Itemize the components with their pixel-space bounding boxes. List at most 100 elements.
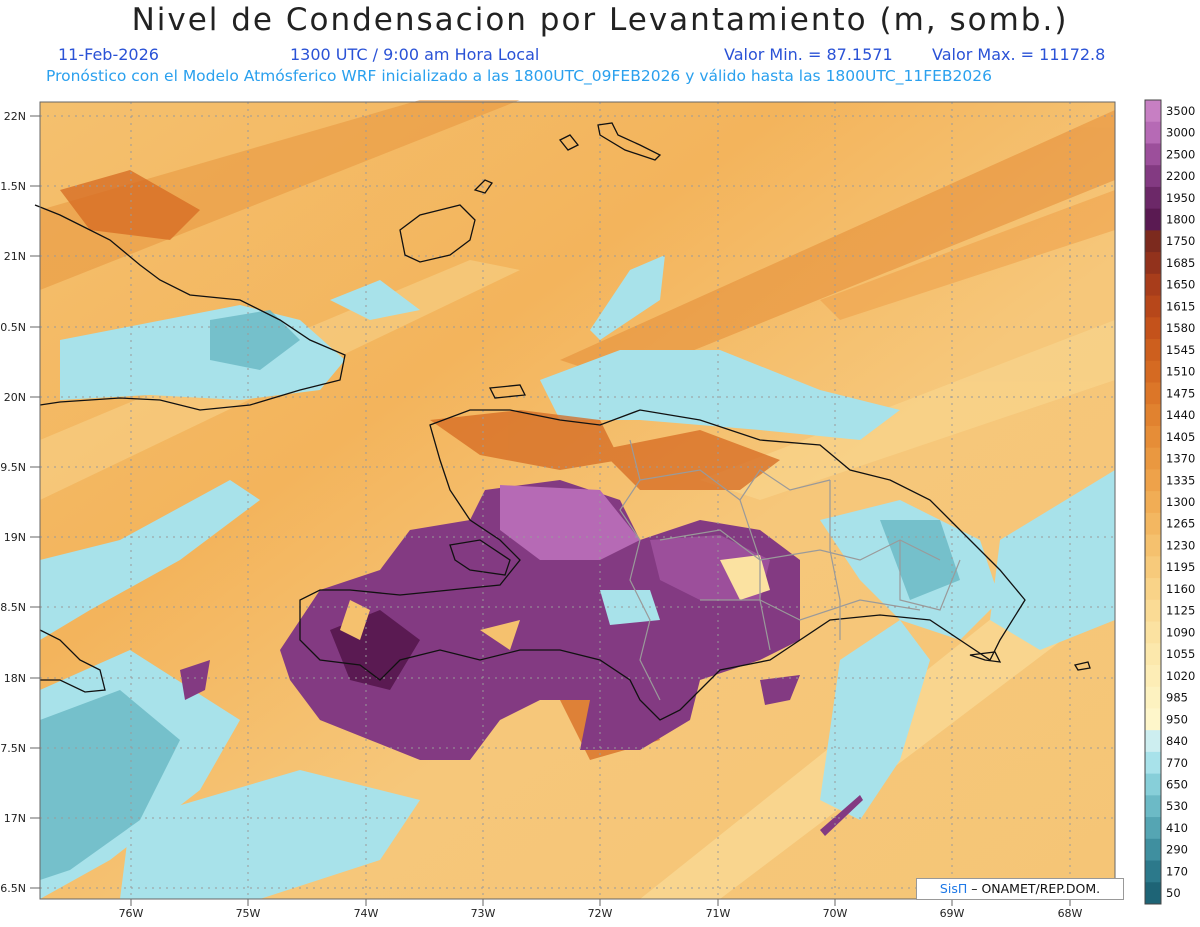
colorbar-swatch bbox=[1145, 795, 1161, 818]
lat-label: 22N bbox=[4, 110, 26, 123]
colorbar-swatch bbox=[1145, 121, 1161, 144]
colorbar-swatch bbox=[1145, 252, 1161, 275]
colorbar-swatch bbox=[1145, 360, 1161, 383]
min-value: Valor Min. = 87.1571 bbox=[724, 45, 893, 64]
colorbar-swatch bbox=[1145, 469, 1161, 492]
credit-box: SisΠ – ONAMET/REP.DOM. bbox=[916, 878, 1124, 900]
colorbar-swatch bbox=[1145, 643, 1161, 666]
lat-label: 8.5N bbox=[0, 601, 26, 614]
colorbar-label: 1750 bbox=[1166, 234, 1195, 248]
colorbar-label: 1230 bbox=[1166, 538, 1195, 552]
credit-org: ONAMET/REP.DOM. bbox=[977, 881, 1101, 896]
colorbar-swatch bbox=[1145, 599, 1161, 623]
colorbar-label: 1160 bbox=[1166, 582, 1195, 596]
colorbar-label: 290 bbox=[1166, 843, 1188, 857]
lat-labels: 22N 1.5N 21N 0.5N 20N 9.5N 19N 8.5N 18N … bbox=[0, 110, 26, 895]
max-value: Valor Max. = 11172.8 bbox=[932, 45, 1106, 64]
colorbar-label: 770 bbox=[1166, 756, 1188, 770]
colorbar-swatch bbox=[1145, 208, 1161, 231]
lat-ticks bbox=[30, 115, 40, 889]
colorbar-swatch bbox=[1145, 730, 1161, 753]
colorbar-swatch bbox=[1145, 817, 1161, 840]
colorbar-label: 1300 bbox=[1166, 495, 1195, 509]
province-borders bbox=[619, 439, 961, 701]
lon-ticks bbox=[130, 899, 1071, 906]
colorbar-label: 1020 bbox=[1166, 669, 1195, 683]
colorbar-label: 1440 bbox=[1166, 408, 1195, 422]
colorbar-swatch bbox=[1145, 273, 1161, 297]
lon-label: 72W bbox=[588, 907, 613, 920]
lat-label: 18N bbox=[4, 672, 26, 685]
colorbar-label: 1405 bbox=[1166, 430, 1195, 444]
colorbar-label: 2500 bbox=[1166, 147, 1195, 161]
colorbar-label: 1265 bbox=[1166, 517, 1195, 531]
colorbar-swatch bbox=[1145, 100, 1161, 123]
colorbar-swatch bbox=[1145, 556, 1161, 579]
lon-label: 69W bbox=[940, 907, 965, 920]
colorbar-label: 985 bbox=[1166, 691, 1188, 705]
lon-label: 71W bbox=[706, 907, 731, 920]
lat-label: 1.5N bbox=[0, 180, 26, 193]
colorbar-label: 1125 bbox=[1166, 604, 1195, 618]
coastlines bbox=[34, 122, 1091, 721]
plot-frame bbox=[39, 101, 1116, 900]
lat-label: 7.5N bbox=[0, 742, 26, 755]
colorbar-label: 1055 bbox=[1166, 647, 1195, 661]
colorbar-label: 1650 bbox=[1166, 278, 1195, 292]
colorbar-label: 1335 bbox=[1166, 473, 1195, 487]
colorbar-label: 1545 bbox=[1166, 343, 1195, 357]
high-lcl-region bbox=[180, 480, 863, 836]
colorbar-swatch bbox=[1145, 295, 1161, 318]
colorbar-swatch bbox=[1145, 664, 1161, 688]
colorbar-label: 1370 bbox=[1166, 452, 1195, 466]
colorbar-label: 410 bbox=[1166, 821, 1188, 835]
colorbar-swatch bbox=[1145, 621, 1161, 644]
lat-label: 17N bbox=[4, 812, 26, 825]
colorbar-label: 530 bbox=[1166, 799, 1188, 813]
colorbar-swatch bbox=[1145, 382, 1161, 405]
colorbar-swatch bbox=[1145, 686, 1161, 709]
colorbar-label: 50 bbox=[1166, 886, 1181, 900]
colorbar-swatch bbox=[1145, 186, 1161, 210]
colorbar-swatch bbox=[1145, 491, 1161, 514]
model-subtitle: Pronóstico con el Modelo Atmósferico WRF… bbox=[46, 67, 992, 85]
colorbar-label: 2200 bbox=[1166, 169, 1195, 183]
colorbar-swatch bbox=[1145, 773, 1161, 796]
lat-label: 21N bbox=[4, 250, 26, 263]
colorbar-swatch bbox=[1145, 751, 1161, 775]
lon-label: 75W bbox=[236, 907, 261, 920]
forecast-time: 1300 UTC / 9:00 am Hora Local bbox=[290, 45, 540, 64]
colorbar-label: 1800 bbox=[1166, 213, 1195, 227]
colorbar-swatch bbox=[1145, 860, 1161, 883]
lon-label: 68W bbox=[1058, 907, 1083, 920]
lon-labels: 76W 75W 74W 73W 72W 71W 70W 69W 68W bbox=[119, 907, 1083, 920]
lat-label: 19N bbox=[4, 531, 26, 544]
colorbar-label: 1615 bbox=[1166, 299, 1195, 313]
colorbar-label: 1475 bbox=[1166, 386, 1195, 400]
colorbar-label: 1685 bbox=[1166, 256, 1195, 270]
colorbar-swatch bbox=[1145, 512, 1161, 536]
colorbar-frame bbox=[1144, 99, 1162, 905]
colorbar-labels: 3500 3000 2500 2200 1950 1800 1750 1685 1650 1615… bbox=[1166, 104, 1195, 900]
lon-label: 74W bbox=[354, 907, 379, 920]
colorbar-label: 1090 bbox=[1166, 625, 1195, 639]
colorbar-label: 1510 bbox=[1166, 365, 1195, 379]
page-title: Nivel de Condensacion por Levantamiento … bbox=[131, 2, 1069, 38]
colorbar-swatch bbox=[1145, 339, 1161, 362]
colorbar-swatch bbox=[1145, 404, 1161, 427]
colorbar bbox=[1145, 100, 1161, 905]
lon-label: 73W bbox=[471, 907, 496, 920]
lat-label: 20N bbox=[4, 391, 26, 404]
credit-brand: SisΠ bbox=[939, 881, 968, 896]
lat-label: 9.5N bbox=[0, 461, 26, 474]
lcl-map: 22N 1.5N 21N 0.5N 20N 9.5N 19N 8.5N 18N … bbox=[0, 99, 1195, 920]
lon-label: 76W bbox=[119, 907, 144, 920]
colorbar-label: 3500 bbox=[1166, 104, 1195, 118]
colorbar-swatch bbox=[1145, 534, 1161, 557]
colorbar-label: 950 bbox=[1166, 712, 1188, 726]
colorbar-swatch bbox=[1145, 838, 1161, 862]
colorbar-swatch bbox=[1145, 708, 1161, 731]
colorbar-swatch bbox=[1145, 882, 1161, 905]
colorbar-label: 3000 bbox=[1166, 126, 1195, 140]
colorbar-swatch bbox=[1145, 425, 1161, 449]
